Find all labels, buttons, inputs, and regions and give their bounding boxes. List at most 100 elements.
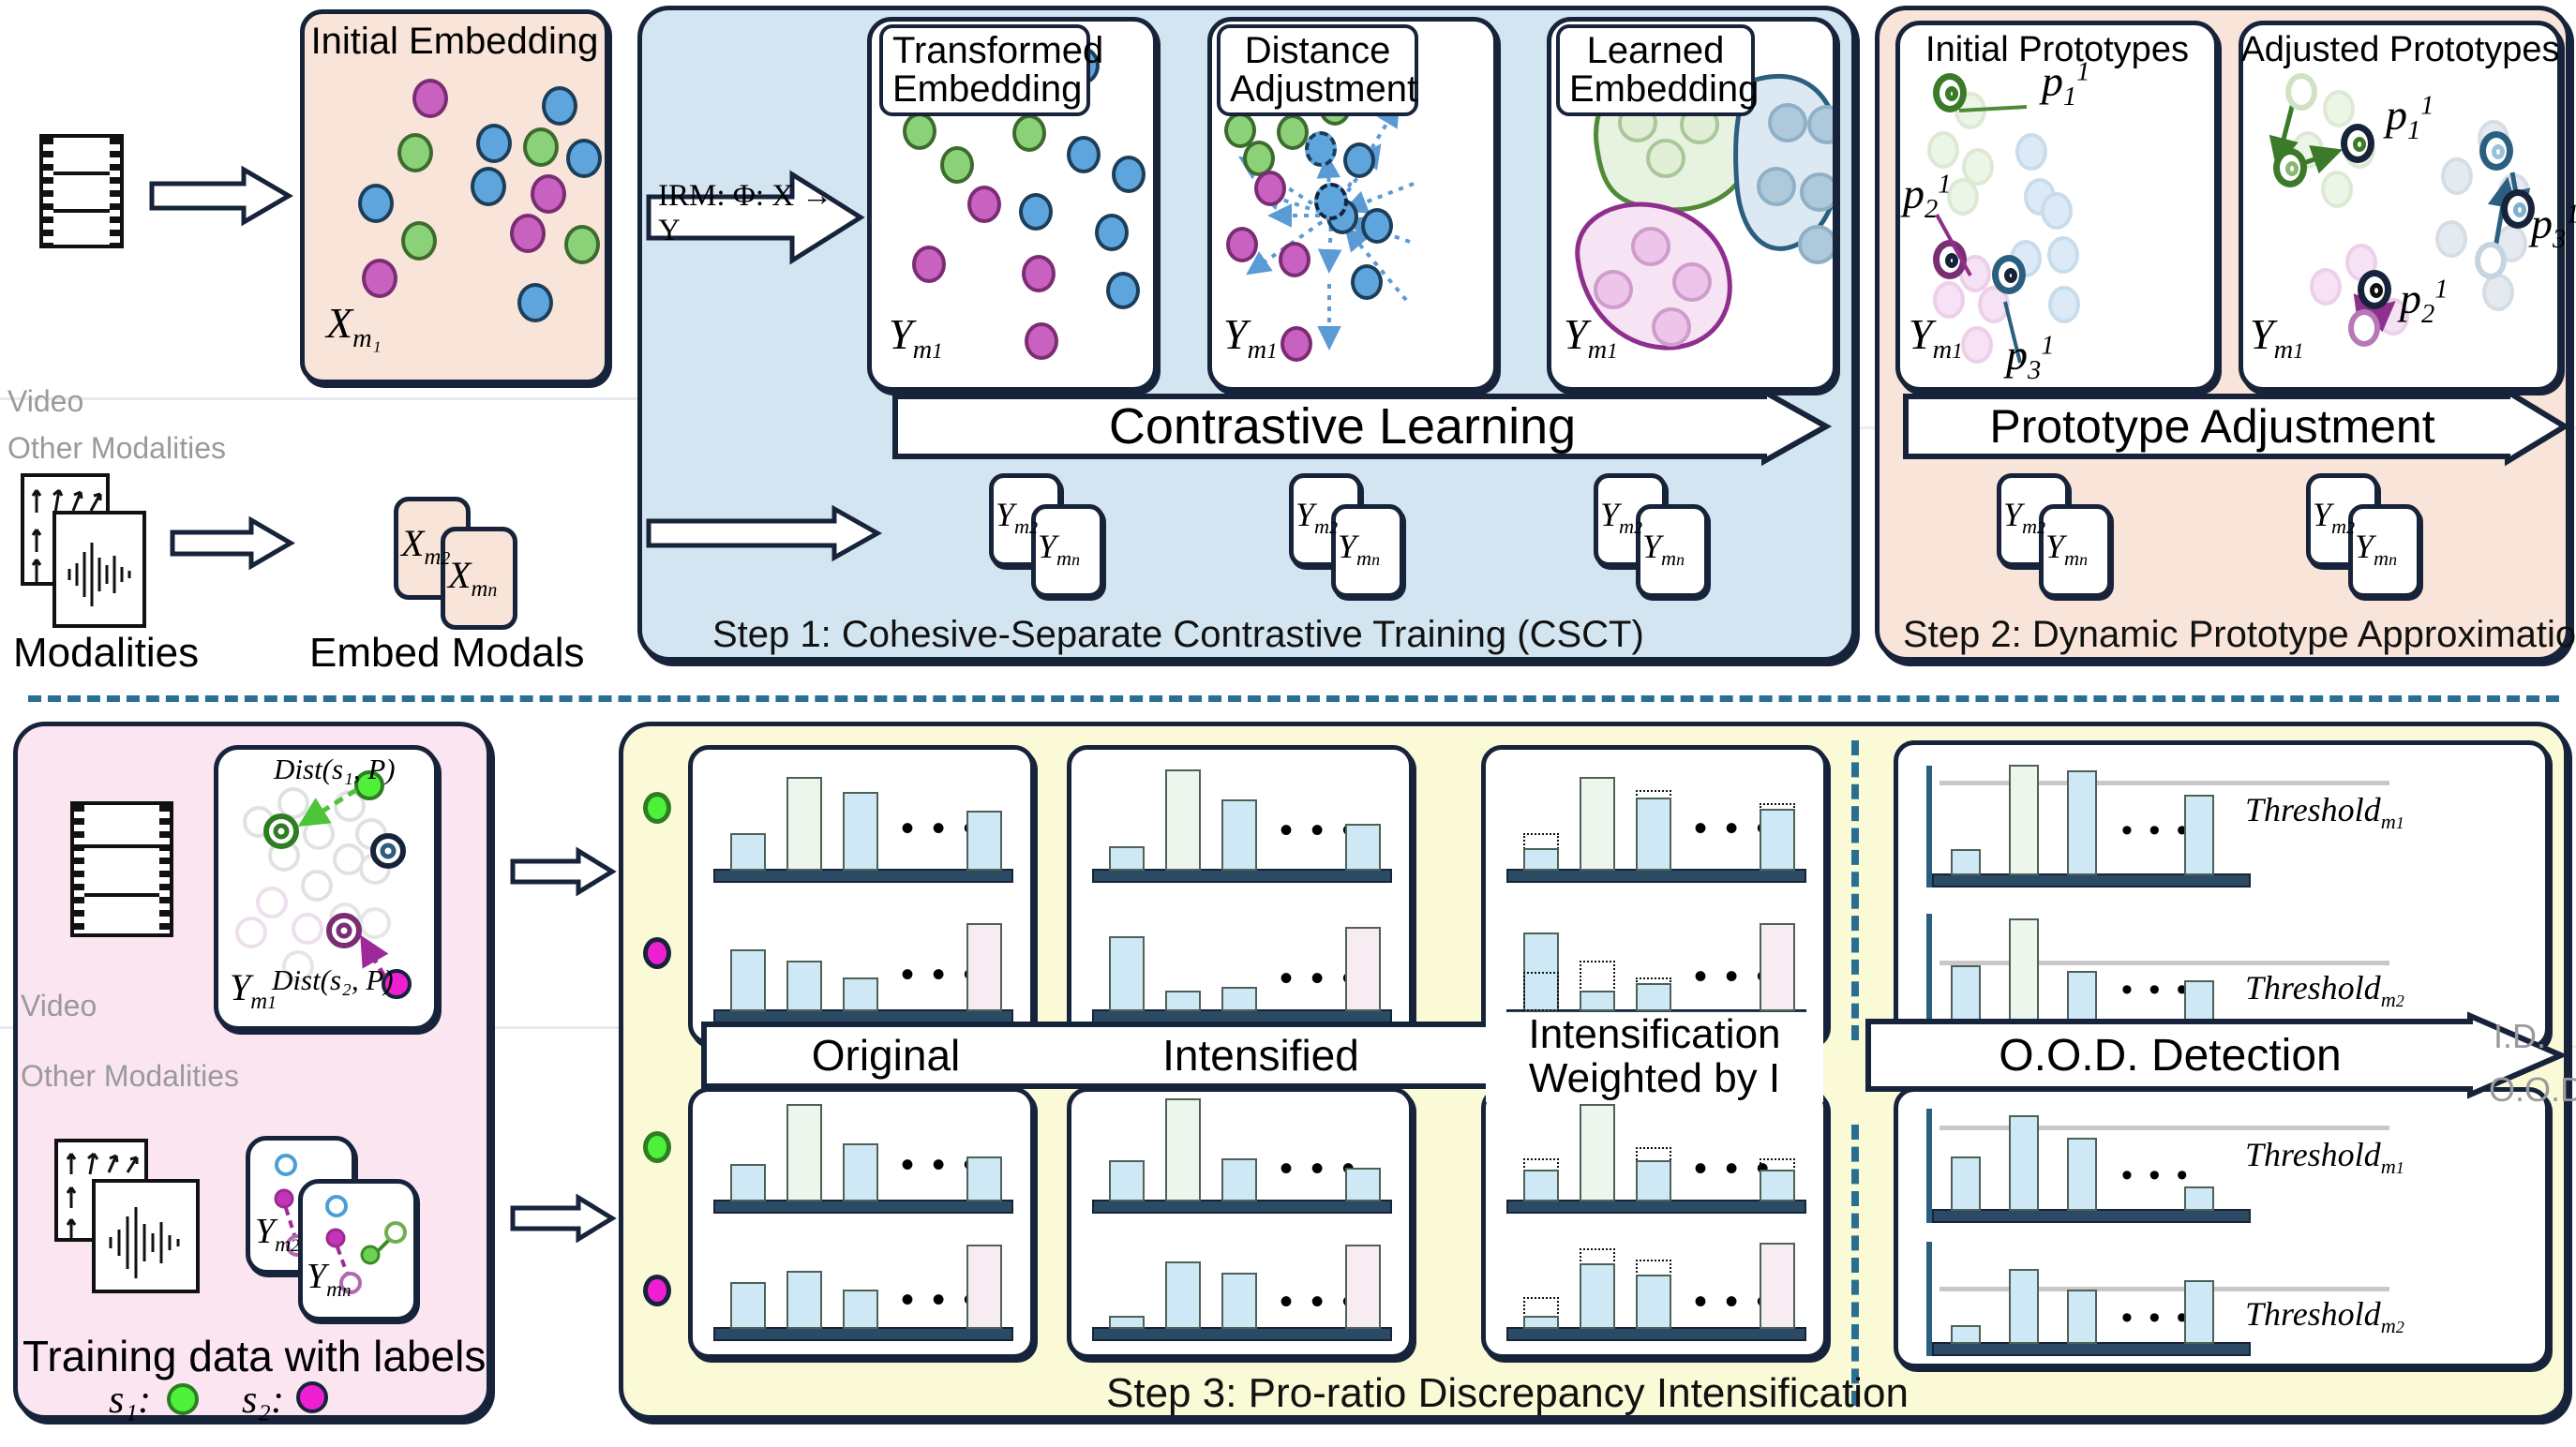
modal-stack-back-label: Ym2 xyxy=(2003,496,2046,539)
modal-stack-front xyxy=(1636,504,1709,598)
histogram: • • • xyxy=(1506,770,1816,883)
column-label-original: Original xyxy=(811,1031,961,1080)
distance-adjustment-title: Distance Adjustment xyxy=(1217,24,1418,116)
dist-label-s1: Dist(s₁, P) xyxy=(274,753,396,785)
modality-sheet-audio-bottom xyxy=(92,1179,200,1293)
histogram-ellipsis: • • • xyxy=(1280,810,1359,851)
prototype-ghost-dot xyxy=(2321,171,2353,208)
modal-stack-front-label: Ymn xyxy=(1642,528,1685,571)
prototype-ring-p2-adj xyxy=(2358,270,2391,309)
threshold-label-m1: Thresholdm1 xyxy=(2245,1136,2404,1179)
histogram-ellipsis: • • • xyxy=(901,808,981,849)
learned-embedding-title: Learned Embedding xyxy=(1556,24,1759,116)
embedding-dot xyxy=(523,127,559,167)
histogram-ellipsis: • • • xyxy=(2121,1300,2192,1335)
training-modal-card-front xyxy=(298,1179,418,1321)
embedding-dot xyxy=(940,146,974,184)
modal-stack-front-label: Ymn xyxy=(1038,528,1081,571)
column-label-weighted: Intensification Weighted by I xyxy=(1486,1012,1823,1102)
prototype-label-p3: p31 xyxy=(2006,331,2055,386)
histogram: • • • xyxy=(1506,1232,1816,1341)
histogram: • • • xyxy=(1092,1232,1401,1341)
class-marker-s1 xyxy=(643,792,671,824)
video-film-icon-bottom xyxy=(70,801,173,937)
modal-stack-back-label: Ym2 xyxy=(2313,496,2356,539)
prototype-label-p1-adj: p11 xyxy=(2386,91,2434,146)
column-label-intensified: Intensified xyxy=(1162,1031,1359,1080)
legend-dot-s1 xyxy=(167,1383,199,1415)
modal-stack-front xyxy=(1331,504,1404,598)
embedding-dot xyxy=(397,133,433,172)
prototype-ring-p3 xyxy=(1992,255,2026,294)
embedding-dot xyxy=(912,246,946,283)
histogram-ellipsis: • • • xyxy=(901,1144,981,1186)
weighted-histograms-top: • • • • • • xyxy=(1481,745,1828,1045)
adjusted-prototypes-axis: Ym1 xyxy=(2250,310,2304,365)
embedding-dot xyxy=(1279,242,1310,277)
embedding-dot xyxy=(1305,131,1337,167)
video-label-top: Video xyxy=(7,384,84,418)
threshold-line xyxy=(1939,961,2389,965)
dist-panel-contents xyxy=(235,770,412,999)
original-histograms-bottom: • • • • • • xyxy=(688,1087,1035,1359)
video-film-icon xyxy=(39,134,124,248)
arrow-video-to-step3 xyxy=(510,846,617,897)
histogram-ellipsis: • • • xyxy=(1694,1148,1774,1189)
legend-label-s1: s₁: xyxy=(109,1379,151,1422)
intensified-histograms-top: • • • • • • xyxy=(1067,745,1414,1045)
prototype-ring-p1 xyxy=(1933,73,1967,112)
prototype-ring-blue-top xyxy=(2479,131,2513,171)
embedding-dot xyxy=(1067,136,1101,173)
initial-prototypes-title: Initial Prototypes xyxy=(1925,30,2189,69)
histogram: • • • Thresholdm1 xyxy=(1926,1109,2489,1223)
arrow-irm xyxy=(646,170,865,265)
adjusted-prototypes-title: Adjusted Prototypes xyxy=(2240,30,2560,69)
histogram: • • • xyxy=(1506,1104,1816,1214)
embedding-dot xyxy=(1025,322,1058,360)
prototype-ring-old-blue xyxy=(2475,242,2507,279)
prototype-label-p2: p21 xyxy=(1903,170,1952,225)
class-marker-s2 xyxy=(643,937,671,969)
histogram-ellipsis: • • • xyxy=(1694,1281,1774,1322)
step2-label: Step 2: Dynamic Prototype Approximation xyxy=(1903,614,2576,655)
embedding-dot xyxy=(542,86,577,126)
weighted-histograms-bottom: • • • • • • xyxy=(1481,1087,1828,1359)
video-label-bottom: Video xyxy=(21,989,97,1022)
ood-output-id: I.D. xyxy=(2494,1017,2547,1055)
prototype-ghost-dot xyxy=(1927,131,1959,169)
ood-histograms-bottom: • • • Thresholdm1 • • • Thresholdm2 xyxy=(1894,1087,2550,1368)
transformed-embedding-axis: Ym1 xyxy=(889,310,943,365)
histogram-ellipsis: • • • xyxy=(1280,1281,1359,1322)
arrow-modalities-to-step3 xyxy=(510,1193,617,1244)
embedding-dot xyxy=(903,112,936,150)
modal-stack-front xyxy=(2348,504,2421,598)
step1-label: Step 1: Cohesive-Separate Contrastive Tr… xyxy=(712,614,1644,655)
histogram-ellipsis: • • • xyxy=(2121,813,2192,848)
histogram: • • • Thresholdm1 xyxy=(1926,765,2489,888)
embedding-dot xyxy=(1361,208,1393,244)
arrow-prototype-adjustment xyxy=(1903,386,2570,467)
modal-stack-back-label: Ym2 xyxy=(1295,496,1339,539)
prototype-ring-old xyxy=(2285,73,2317,111)
prototype-ghost-dot xyxy=(1947,178,1979,216)
embed-modals-caption: Embed Modals xyxy=(309,630,585,676)
threshold-line xyxy=(1939,1287,2389,1291)
embed-card-back-label: Xm2 xyxy=(401,522,451,570)
arrow-modalities-to-embed xyxy=(170,515,295,571)
histogram: • • • xyxy=(713,1232,1023,1341)
threshold-line xyxy=(1939,781,2389,785)
arrow-embed-to-step1 xyxy=(646,504,883,562)
embedding-dot xyxy=(401,221,437,261)
embedding-dot xyxy=(517,283,553,322)
threshold-label-m1: Thresholdm1 xyxy=(2245,791,2404,834)
prototype-ghost-dot xyxy=(2015,133,2047,171)
histogram-ellipsis: • • • xyxy=(901,954,981,995)
prototype-ring-p3-adj xyxy=(2501,189,2535,229)
section-divider xyxy=(28,695,2559,702)
prototype-ghost-dot xyxy=(2482,274,2514,311)
initial-prototype-connectors xyxy=(1935,105,2028,364)
prototype-ring-p1 xyxy=(2341,124,2374,163)
embed-card-front xyxy=(441,527,517,630)
threshold-line xyxy=(1939,1126,2389,1130)
prototype-ghost-dot xyxy=(1961,326,1993,364)
